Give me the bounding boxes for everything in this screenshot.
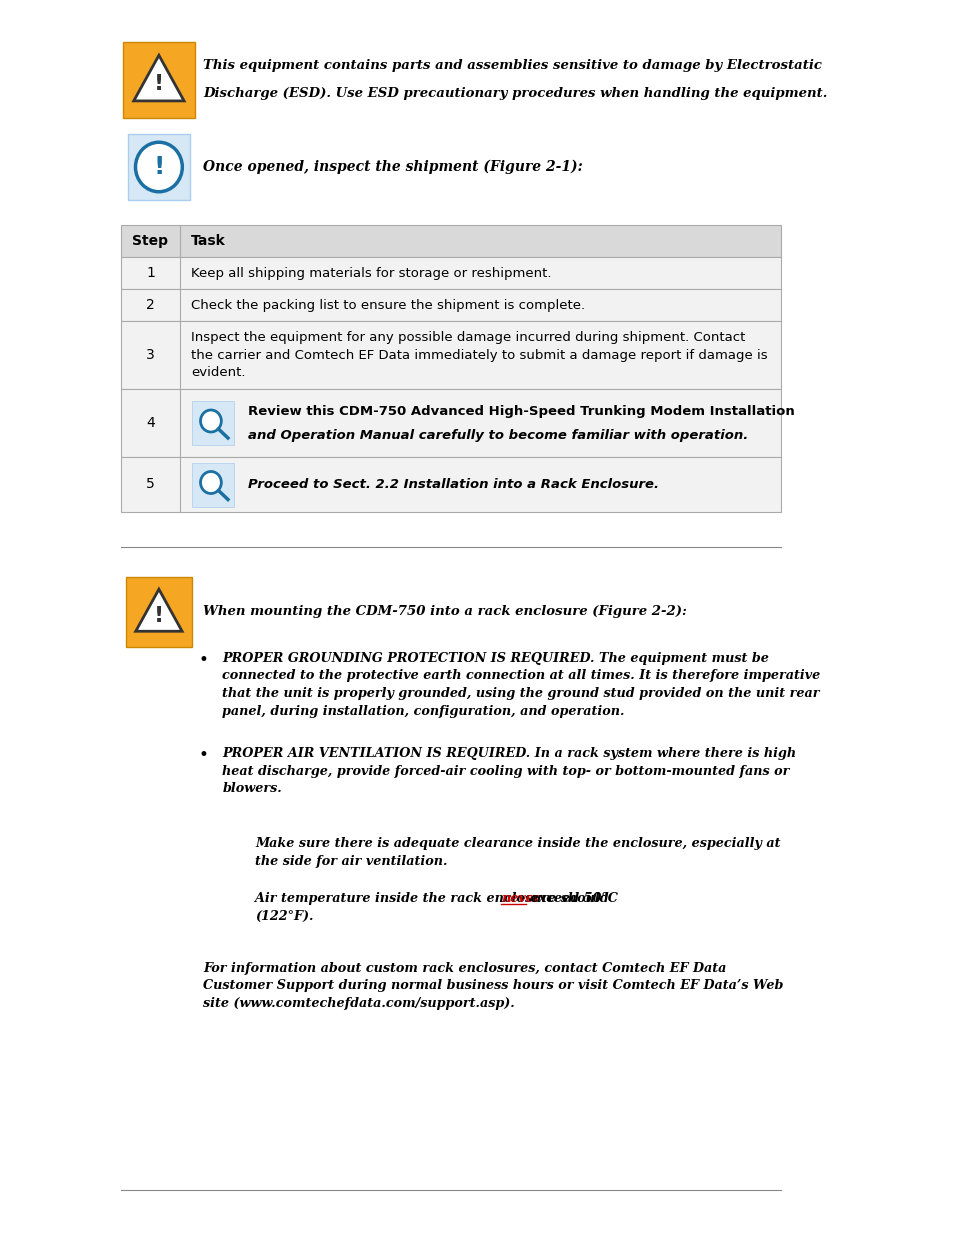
- Text: •: •: [198, 747, 209, 764]
- FancyBboxPatch shape: [121, 457, 781, 513]
- Text: PROPER GROUNDING PROTECTION IS REQUIRED. The equipment must be
connected to the : PROPER GROUNDING PROTECTION IS REQUIRED.…: [222, 652, 820, 718]
- Text: 4: 4: [146, 416, 154, 430]
- Polygon shape: [133, 56, 184, 101]
- Text: Review this CDM-750 Advanced High-Speed Trunking Modem Installation: Review this CDM-750 Advanced High-Speed …: [248, 405, 794, 417]
- Text: Air temperature inside the rack enclosure should: Air temperature inside the rack enclosur…: [255, 892, 613, 905]
- Text: !: !: [153, 156, 165, 179]
- FancyBboxPatch shape: [121, 389, 781, 457]
- Text: and Operation Manual carefully to become familiar with operation.: and Operation Manual carefully to become…: [248, 429, 747, 441]
- Text: Inspect the equipment for any possible damage incurred during shipment. Contact
: Inspect the equipment for any possible d…: [191, 331, 767, 378]
- Text: Step: Step: [132, 233, 169, 248]
- Text: (122°F).: (122°F).: [255, 910, 314, 923]
- FancyBboxPatch shape: [192, 401, 233, 445]
- Text: exceed 50°C: exceed 50°C: [525, 892, 618, 905]
- Text: Keep all shipping materials for storage or reshipment.: Keep all shipping materials for storage …: [191, 267, 551, 279]
- FancyBboxPatch shape: [121, 257, 781, 289]
- Text: This equipment contains parts and assemblies sensitive to damage by Electrostati: This equipment contains parts and assemb…: [203, 59, 821, 73]
- Text: 5: 5: [146, 478, 154, 492]
- Text: PROPER AIR VENTILATION IS REQUIRED. In a rack system where there is high
heat di: PROPER AIR VENTILATION IS REQUIRED. In a…: [222, 747, 796, 795]
- Text: !: !: [153, 74, 164, 94]
- FancyBboxPatch shape: [121, 321, 781, 389]
- FancyBboxPatch shape: [192, 462, 233, 506]
- Text: !: !: [153, 605, 164, 625]
- FancyBboxPatch shape: [128, 135, 190, 200]
- Text: When mounting the CDM-750 into a rack enclosure (Figure 2-2):: When mounting the CDM-750 into a rack en…: [203, 605, 686, 619]
- Circle shape: [135, 142, 182, 191]
- Text: 3: 3: [146, 348, 154, 362]
- Text: Check the packing list to ensure the shipment is complete.: Check the packing list to ensure the shi…: [191, 299, 584, 311]
- FancyBboxPatch shape: [123, 42, 194, 119]
- Text: Task: Task: [191, 233, 226, 248]
- Text: Discharge (ESD). Use ESD precautionary procedures when handling the equipment.: Discharge (ESD). Use ESD precautionary p…: [203, 88, 827, 100]
- Text: Once opened, inspect the shipment (Figure 2-1):: Once opened, inspect the shipment (Figur…: [203, 159, 582, 174]
- FancyBboxPatch shape: [121, 289, 781, 321]
- Text: Make sure there is adequate clearance inside the enclosure, especially at
the si: Make sure there is adequate clearance in…: [255, 837, 781, 867]
- Text: 1: 1: [146, 266, 154, 280]
- Text: •: •: [198, 652, 209, 669]
- Text: Proceed to Sect. 2.2 Installation into a Rack Enclosure.: Proceed to Sect. 2.2 Installation into a…: [248, 478, 659, 492]
- FancyBboxPatch shape: [126, 577, 192, 647]
- Polygon shape: [135, 589, 182, 631]
- Circle shape: [200, 410, 221, 432]
- Text: For information about custom rack enclosures, contact Comtech EF Data
Customer S: For information about custom rack enclos…: [203, 962, 783, 1010]
- Text: 2: 2: [146, 298, 154, 312]
- FancyBboxPatch shape: [121, 225, 781, 257]
- Circle shape: [200, 472, 221, 494]
- Text: never: never: [500, 892, 540, 905]
